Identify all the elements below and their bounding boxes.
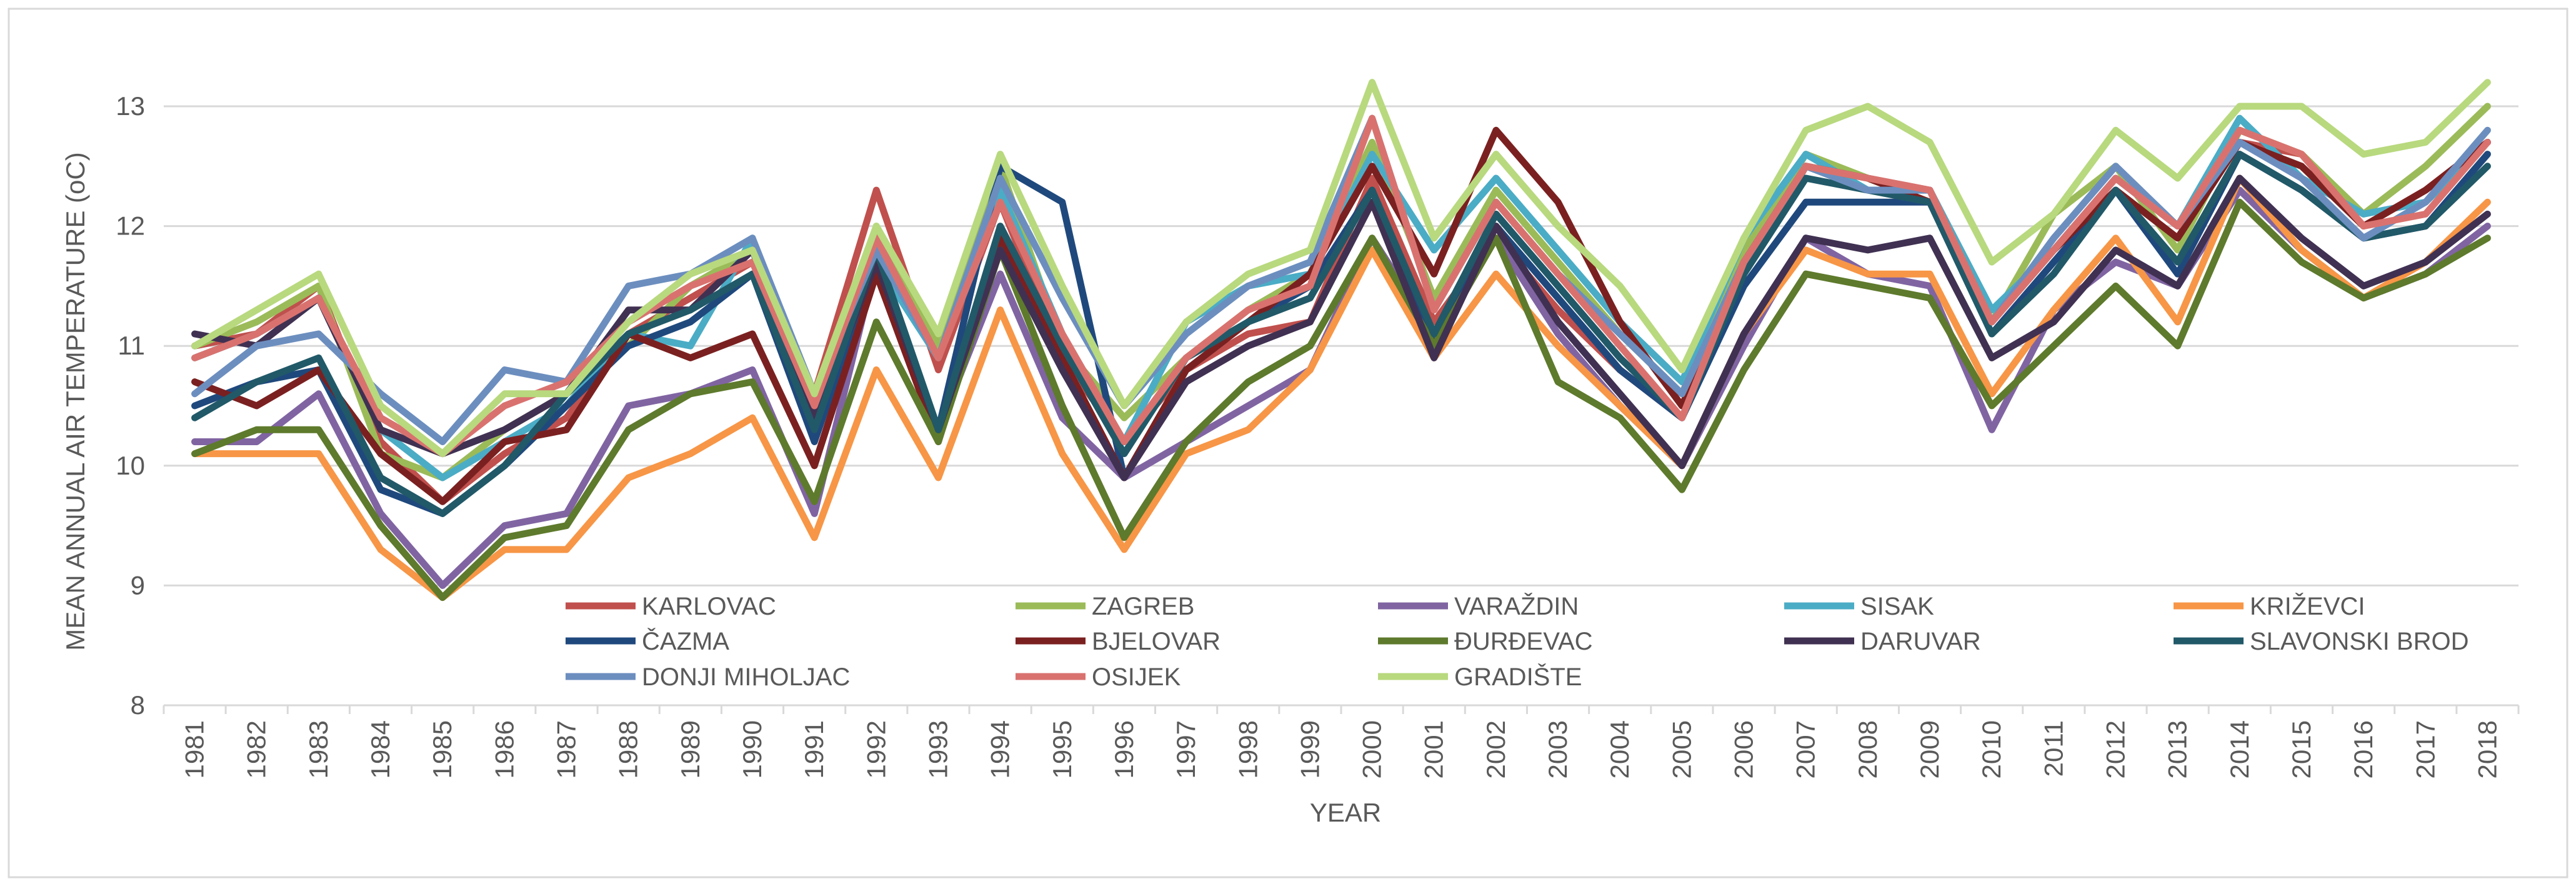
x-tick-label: 2017: [2410, 720, 2440, 778]
legend-label-karlovac: KARLOVAC: [642, 593, 776, 620]
legend: KARLOVAC ZAGREB VARAŽDIN SISAK KRIŽEVCI ČAZMA…: [566, 592, 2469, 691]
x-tick-label: 1991: [799, 720, 829, 778]
legend-label-daruvar: DARUVAR: [1860, 628, 1981, 655]
x-tick-label: 1982: [242, 720, 271, 778]
legend-label-donji-miholjac: DONJI MIHOLJAC: [642, 663, 850, 691]
x-tick-label: 2007: [1791, 720, 1820, 778]
series-line-križevci: [191, 174, 2491, 602]
x-tick-label: 1997: [1171, 720, 1201, 778]
x-tick-label: 1986: [489, 720, 519, 778]
x-tick-label: 1998: [1233, 720, 1262, 778]
x-tick-label: 2016: [2349, 720, 2378, 778]
x-tick-label: 2015: [2287, 720, 2316, 778]
y-tick-label: 13: [116, 91, 145, 121]
series-line-đurđevac: [191, 198, 2491, 602]
series-line-donji-miholjac: [191, 114, 2491, 445]
x-tick-label: 2003: [1543, 720, 1572, 778]
legend-label-slavonski-brod: SLAVONSKI BROD: [2250, 628, 2469, 655]
x-tick-label: 2002: [1481, 720, 1510, 778]
x-tick-label: 1988: [614, 720, 643, 778]
x-tick-label: 2000: [1357, 720, 1387, 778]
legend-label-čazma: ČAZMA: [642, 627, 729, 655]
x-tick-label: 2014: [2225, 720, 2254, 778]
series-line-gradište: [191, 79, 2491, 458]
y-axis-title: MEAN ANNUAL AIR TEMPERATURE (oC): [61, 152, 90, 650]
legend-label-gradište: GRADIŠTE: [1454, 663, 1582, 691]
x-tick-label: 2005: [1667, 720, 1696, 778]
x-tick-label: 1983: [304, 720, 333, 778]
legend-label-osijek: OSIJEK: [1092, 663, 1181, 691]
series-line-osijek: [191, 114, 2491, 458]
x-tick-label: 1996: [1109, 720, 1139, 778]
x-axis-title: YEAR: [1310, 798, 1381, 827]
y-tick-label: 9: [131, 570, 145, 600]
x-tick-label: 2012: [2100, 720, 2130, 778]
x-tick-label: 1993: [923, 720, 952, 778]
x-tick-label: 1985: [427, 720, 457, 778]
x-tick-label: 1999: [1295, 720, 1324, 778]
x-tick-label: 1981: [180, 720, 209, 778]
legend-label-križevci: KRIŽEVCI: [2250, 592, 2365, 620]
y-tick-label: 12: [116, 211, 145, 241]
y-tick-label: 8: [131, 690, 145, 720]
y-tick-label: 11: [117, 331, 145, 360]
x-tick-label: 2008: [1853, 720, 1882, 778]
y-tick-label: 10: [116, 451, 145, 480]
x-tick-label: 1994: [986, 720, 1015, 778]
x-tick-label: 2018: [2472, 720, 2502, 778]
x-tick-label: 2001: [1419, 720, 1449, 778]
y-tick-labels: 8 9 10 11 12 13: [116, 91, 145, 720]
legend-label-sisak: SISAK: [1860, 593, 1934, 620]
x-tick-label: 1992: [861, 720, 891, 778]
x-tick-labels: 1981 1982 1983 1984 1985 1986 1987 1988 1989 1990…: [162, 705, 2520, 778]
x-tick-label: 2011: [2039, 720, 2068, 777]
x-tick-label: 1990: [737, 720, 767, 778]
x-tick-label: 1995: [1047, 720, 1077, 778]
legend-label-đurđevac: ĐURĐEVAC: [1454, 628, 1593, 655]
series-lines: [191, 79, 2491, 602]
x-tick-label: 1989: [676, 720, 705, 778]
x-tick-label: 2006: [1729, 720, 1759, 778]
x-tick-label: 2013: [2163, 720, 2192, 778]
legend-label-bjelovar: BJELOVAR: [1092, 628, 1221, 655]
x-tick-label: 1984: [366, 720, 395, 778]
x-tick-label: 2010: [1977, 720, 2006, 778]
legend-label-zagreb: ZAGREB: [1092, 593, 1194, 620]
legend-label-varaždin: VARAŽDIN: [1454, 592, 1579, 620]
x-tick-label: 1987: [552, 720, 581, 778]
x-tick-label: 2009: [1915, 720, 1944, 778]
x-tick-label: 2004: [1605, 720, 1634, 778]
